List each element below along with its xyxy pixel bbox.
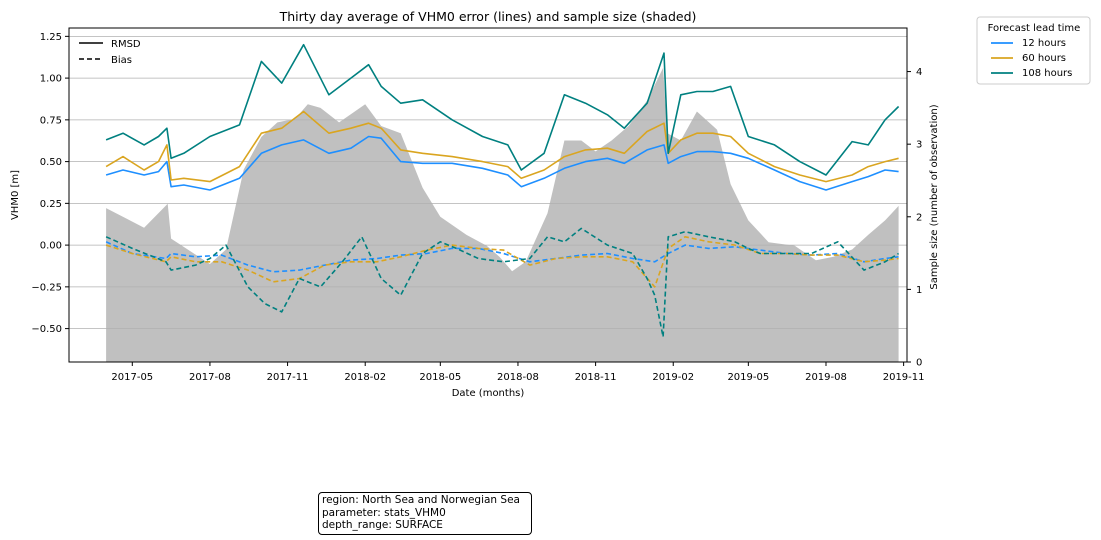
x-axis-label: Date (months) [452, 388, 525, 399]
x-tick-label-0: 2017-05 [111, 372, 153, 383]
plot-frame [68, 27, 908, 363]
rmsd-line-108-hours [105, 43, 900, 176]
sample-size-area-layer [106, 67, 899, 363]
axis-ticks: 2017-05 2017-08 2017-11 2018-02 2018-05 2018-… [31, 32, 924, 383]
x-tick-label-2: 2017-11 [267, 372, 309, 383]
x-tick-label-8: 2019-05 [727, 372, 769, 383]
x-tick-label-4: 2018-05 [419, 372, 461, 383]
x-tick-label-10: 2019-11 [883, 372, 925, 383]
info-box: region: North Sea and Norwegian Sea para… [318, 492, 532, 535]
x-tick-label-6: 2018-11 [575, 372, 617, 383]
legend-60h-label: 60 hours [1022, 53, 1066, 64]
info-parameter: parameter: stats_VHM0 [322, 506, 446, 519]
y-tick-label-7: 1.25 [40, 32, 62, 43]
y-tick-label-5: 0.75 [40, 115, 62, 126]
y-tick-label-1: −0.25 [31, 282, 62, 293]
legend-108h-label: 108 hours [1022, 68, 1072, 79]
lead-legend-frame [976, 16, 1091, 85]
y2-tick-label-0: 0 [916, 358, 922, 369]
chart-title: Thirty day average of VHM0 error (lines)… [279, 9, 697, 24]
x-tick-label-9: 2019-08 [805, 372, 847, 383]
rmsd-line-60-hours [105, 110, 899, 183]
info-depth-range: depth_range: SURFACE [322, 519, 443, 531]
x-tick-label-3: 2018-02 [344, 372, 386, 383]
sample-size-area [106, 67, 899, 363]
y2-tick-label-4: 4 [916, 67, 922, 78]
style-legend: RMSD Bias [79, 39, 141, 66]
gridlines [69, 35, 907, 330]
y-tick-label-2: 0.00 [40, 241, 62, 252]
y-tick-label-3: 0.25 [40, 199, 62, 210]
y2-tick-label-1: 1 [916, 285, 922, 296]
bias-line-108-hours [105, 227, 900, 338]
series-lines [105, 43, 900, 338]
lead-legend-title: Forecast lead time [988, 23, 1081, 34]
info-region: region: North Sea and Norwegian Sea [322, 494, 520, 506]
rmsd-line-12-hours [105, 135, 899, 191]
x-tick-label-5: 2018-08 [497, 372, 539, 383]
y2-axis-label: Sample size (number of observation) [929, 104, 940, 289]
y-tick-label-4: 0.50 [40, 157, 62, 168]
y-axis-label: VHM0 [m] [10, 170, 21, 220]
x-tick-label-7: 2019-02 [652, 372, 694, 383]
y-tick-label-6: 1.00 [40, 74, 62, 85]
bias-legend-label: Bias [111, 55, 132, 66]
legend-12h-label: 12 hours [1022, 38, 1066, 49]
x-tick-label-1: 2017-08 [189, 372, 231, 383]
lead-time-legend: Forecast lead time 12 hours 60 hours 108… [976, 16, 1091, 85]
y-tick-label-0: −0.50 [31, 324, 62, 335]
y2-tick-label-2: 2 [916, 212, 922, 223]
y2-tick-label-3: 3 [916, 140, 922, 151]
rmsd-legend-label: RMSD [111, 39, 141, 50]
bias-line-12-hours [105, 241, 899, 273]
